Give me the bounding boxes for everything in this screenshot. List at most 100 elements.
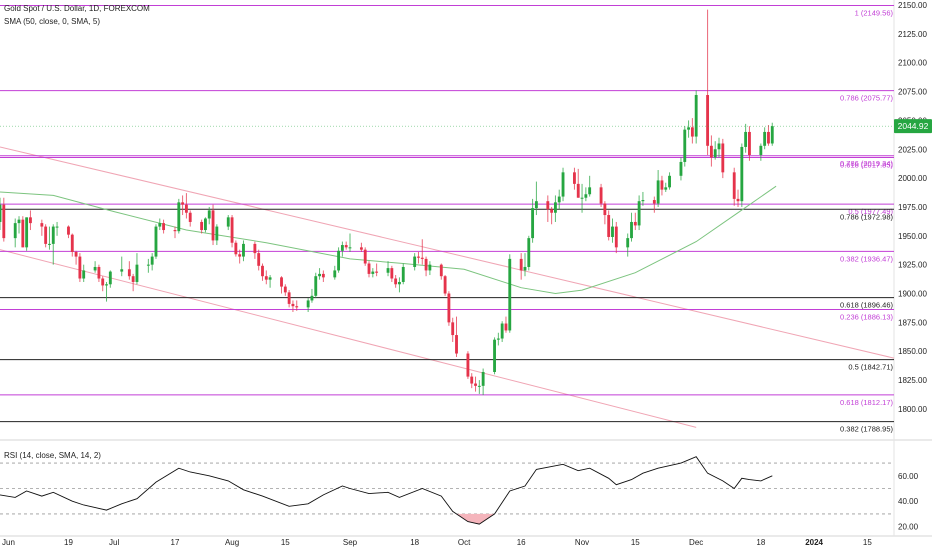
candle (534, 181, 538, 216)
candle (264, 270, 268, 285)
candle-body (67, 226, 70, 235)
candle (683, 126, 687, 167)
candle (230, 215, 234, 248)
candle (417, 251, 420, 264)
candle (2, 197, 6, 242)
candle-body (424, 258, 428, 271)
candle (500, 321, 504, 342)
candle (580, 183, 584, 213)
candle-body (314, 276, 318, 296)
candle (398, 277, 401, 293)
candle-body (767, 131, 770, 144)
candle (466, 351, 470, 379)
candle-body (557, 196, 561, 203)
candle-body (127, 269, 131, 277)
candle-body (25, 217, 29, 248)
candle-body (420, 257, 424, 259)
candles-layer (0, 9, 774, 396)
candle-body (200, 221, 204, 231)
candle (633, 212, 637, 231)
price-tick-label: 1975.00 (898, 203, 927, 212)
current-price-badge: 2044.92 (894, 119, 932, 134)
candle-body (135, 264, 139, 282)
rsi-layer (0, 456, 894, 525)
candle-body (633, 221, 637, 226)
candle-body (443, 276, 447, 294)
sma-50-line (0, 185, 777, 295)
candle (687, 120, 690, 138)
candle (428, 261, 432, 276)
fib-level-label: 0.786 (2019.34) (840, 159, 893, 168)
candle (496, 332, 500, 346)
candle (211, 204, 215, 246)
candle (626, 233, 630, 257)
candle-body (588, 187, 592, 195)
candle-body (690, 127, 694, 137)
candle-body (105, 284, 108, 286)
candle-body (614, 226, 618, 248)
candle-body (291, 303, 295, 307)
candle (93, 261, 97, 273)
candle-body (146, 264, 150, 266)
candle-body (652, 200, 656, 204)
candle (181, 195, 185, 216)
candle (424, 256, 428, 277)
candle (162, 219, 166, 234)
time-tick-label: Jun (2, 538, 15, 547)
rsi-tick-label: 20.00 (898, 523, 919, 532)
candle-body (154, 226, 158, 257)
candle (603, 201, 607, 225)
candle (310, 288, 314, 303)
candle (70, 233, 74, 257)
candle (154, 224, 158, 259)
price-tick-label: 1950.00 (898, 232, 927, 241)
candle-body (17, 219, 21, 224)
candle-body (261, 265, 264, 277)
candle-body (48, 243, 51, 245)
candle (318, 268, 321, 280)
candle-body (531, 208, 535, 239)
candle (709, 135, 713, 167)
candle (630, 212, 633, 242)
candle (306, 298, 310, 312)
candle-body (748, 131, 751, 156)
candle-body (363, 249, 367, 264)
fib-level-label: 0.236 (1886.13) (840, 313, 893, 322)
candle-body (371, 271, 375, 274)
candle-body (664, 187, 668, 190)
candle-body (493, 339, 496, 372)
candle-body (546, 201, 550, 210)
candle-body (108, 271, 112, 285)
candle-body (679, 161, 683, 176)
candle-body (717, 143, 721, 150)
candle-body (131, 276, 135, 282)
candle-body (474, 383, 477, 386)
fib-level-label: 0.382 (1788.95) (840, 425, 893, 434)
time-tick-label: 19 (64, 538, 73, 547)
candle (584, 187, 588, 202)
candle (74, 250, 78, 265)
time-tick-label: 17 (171, 538, 180, 547)
candle-body (173, 230, 177, 232)
candle-body (283, 286, 287, 293)
candle-body (398, 281, 401, 285)
candle (215, 224, 219, 246)
candle-body (466, 353, 470, 377)
candle (690, 118, 694, 144)
candle-body (603, 203, 607, 216)
candle-body (523, 266, 527, 271)
candle-body (207, 210, 211, 219)
candle (656, 170, 660, 207)
candle-body (162, 223, 166, 231)
fib-level-label: 0.618 (1896.46) (840, 301, 893, 310)
channel-layer (0, 146, 895, 428)
candle-body (561, 172, 565, 197)
rsi-indicator-label: RSI (14, close, SMA, 14, 2) (4, 451, 101, 460)
price-tick-label: 1900.00 (898, 290, 927, 299)
candle (439, 263, 443, 280)
candle-body (74, 251, 78, 257)
candle (283, 284, 287, 296)
price-tick-label: 1825.00 (898, 376, 927, 385)
